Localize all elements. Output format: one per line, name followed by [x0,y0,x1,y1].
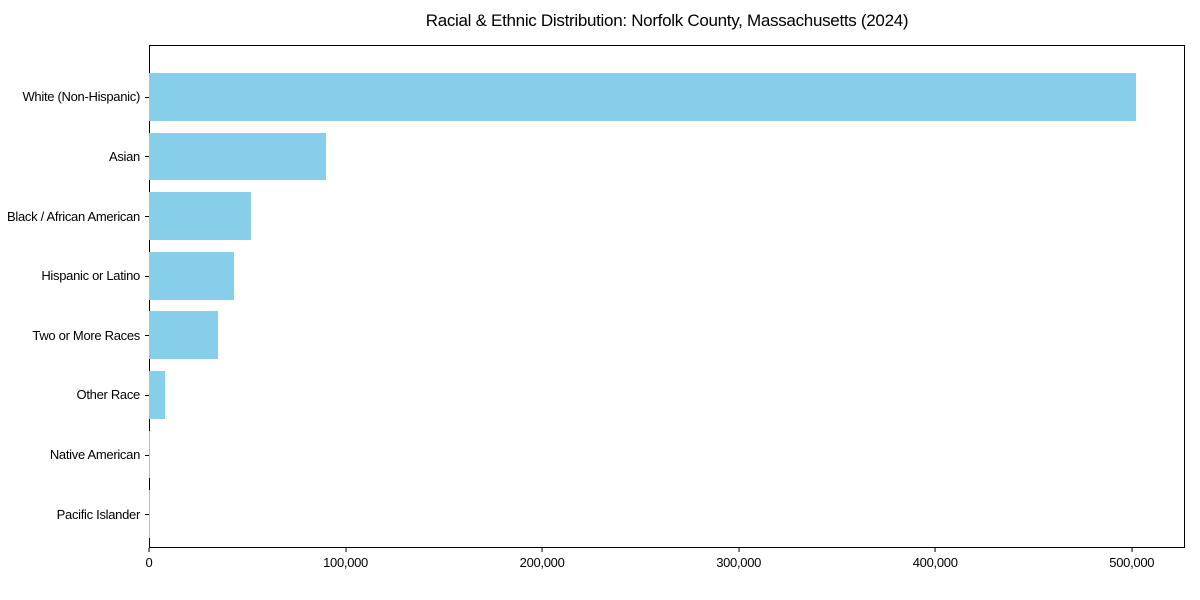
x-tick-label: 100,000 [323,555,368,570]
bar-area [149,246,1185,306]
x-tick: 0 [146,548,153,570]
y-tick-mark [145,335,149,337]
bar-row: Native American [0,425,1185,485]
bar [149,311,218,360]
bar [149,430,151,479]
category-label: Native American [0,425,149,485]
bar-row: Black / African American [0,186,1185,246]
category-label: White (Non-Hispanic) [0,67,149,127]
x-tick: 100,000 [323,548,368,570]
x-tick: 500,000 [1109,548,1154,570]
bar-area [149,425,1185,485]
category-label: Hispanic or Latino [0,246,149,306]
y-tick-mark [145,216,149,218]
category-label: Black / African American [0,186,149,246]
x-tick-mark [738,548,740,552]
x-tick-mark [1131,548,1133,552]
bar-area [149,306,1185,366]
bar-area [149,484,1185,544]
bar-row: White (Non-Hispanic) [0,67,1185,127]
x-tick-mark [934,548,936,552]
bar-area [149,186,1185,246]
x-tick-mark [345,548,347,552]
bar-area [149,365,1185,425]
bar-area [149,67,1185,127]
x-tick: 300,000 [716,548,761,570]
bar [149,371,165,419]
y-tick-mark [145,394,149,396]
category-label: Asian [0,127,149,187]
bar [149,132,326,181]
category-label: Other Race [0,365,149,425]
bar [149,192,252,240]
bar [149,72,1136,121]
x-tick-label: 300,000 [716,555,762,570]
x-tick-label: 0 [145,555,153,570]
y-tick-mark [145,275,149,277]
bar-row: Two or More Races [0,306,1185,366]
bar-row: Hispanic or Latino [0,246,1185,306]
bar-row: Pacific Islander [0,484,1185,544]
x-tick-label: 400,000 [912,555,958,570]
x-axis: 0 100,000 200,000 300,000 400,000 500,000 [146,548,1185,578]
category-label: Two or More Races [0,306,149,366]
y-tick-mark [145,156,149,158]
category-label: Pacific Islander [0,484,149,544]
y-tick-mark [145,96,149,98]
x-tick-mark [541,548,543,552]
bar-row: Other Race [0,365,1185,425]
plot-area [149,45,1185,548]
bar [149,251,234,300]
y-tick-mark [145,514,149,516]
x-tick-label: 500,000 [1109,555,1155,570]
chart-title: Racial & Ethnic Distribution: Norfolk Co… [425,11,909,30]
x-tick-label: 200,000 [519,555,565,570]
bar-row: Asian [0,127,1185,187]
x-tick: 200,000 [520,548,565,570]
y-tick-mark [145,454,149,456]
x-tick-mark [148,548,150,552]
x-tick: 400,000 [913,548,958,570]
bar-area [149,127,1185,187]
bar-rows: White (Non-Hispanic) Asian Black / African… [0,45,1185,548]
